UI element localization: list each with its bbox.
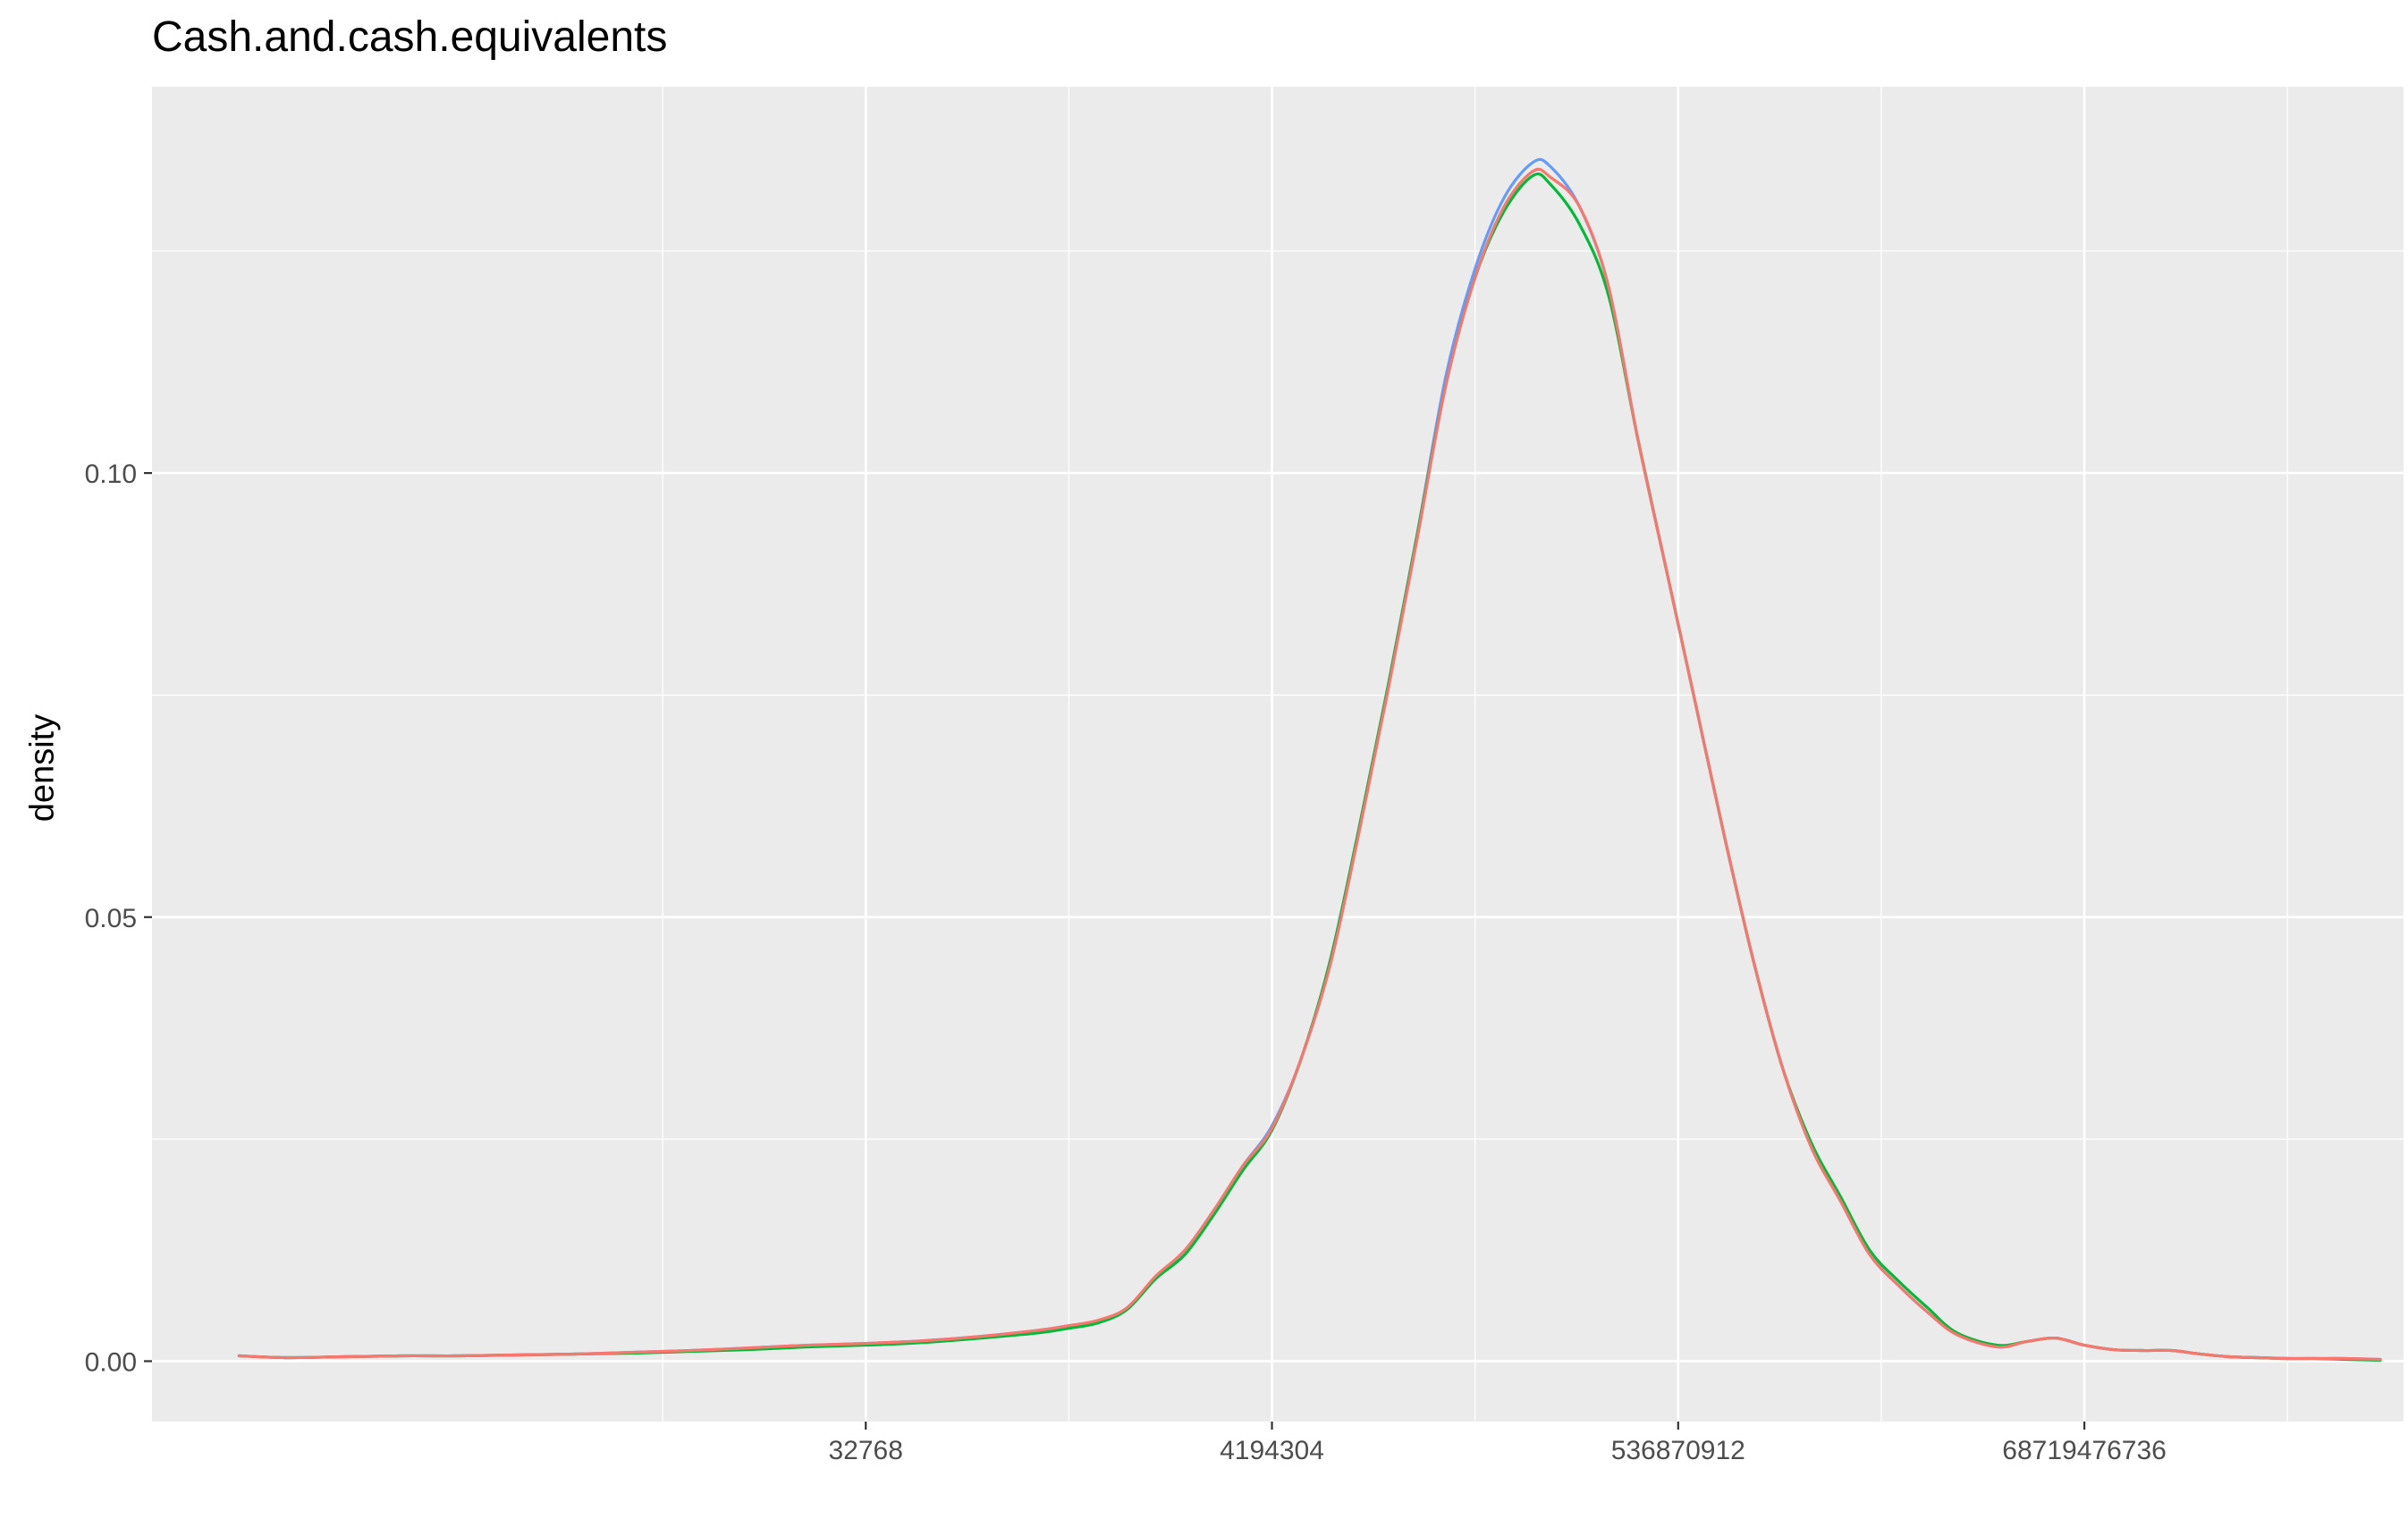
y-tick-label: 0.05 — [85, 904, 137, 933]
y-tick-label: 0.10 — [85, 460, 137, 489]
density-curve-3 — [237, 167, 2382, 1362]
chart-title: Cash.and.cash.equivalents — [152, 13, 668, 61]
x-tick-label: 32768 — [829, 1436, 903, 1465]
major-gridlines — [152, 87, 2404, 1422]
x-tick-label: 536870912 — [1611, 1436, 1745, 1465]
x-axis: 32768 4194304 536870912 68719476736 — [829, 1422, 2167, 1465]
density-curves — [237, 157, 2382, 1363]
minor-gridlines — [152, 87, 2404, 1422]
x-tick-label: 4194304 — [1220, 1436, 1324, 1465]
y-tick-label: 0.00 — [85, 1347, 137, 1377]
y-axis: 0.00 0.05 0.10 — [85, 460, 152, 1377]
plot-panel — [152, 87, 2404, 1422]
x-tick-label: 68719476736 — [2002, 1436, 2167, 1465]
